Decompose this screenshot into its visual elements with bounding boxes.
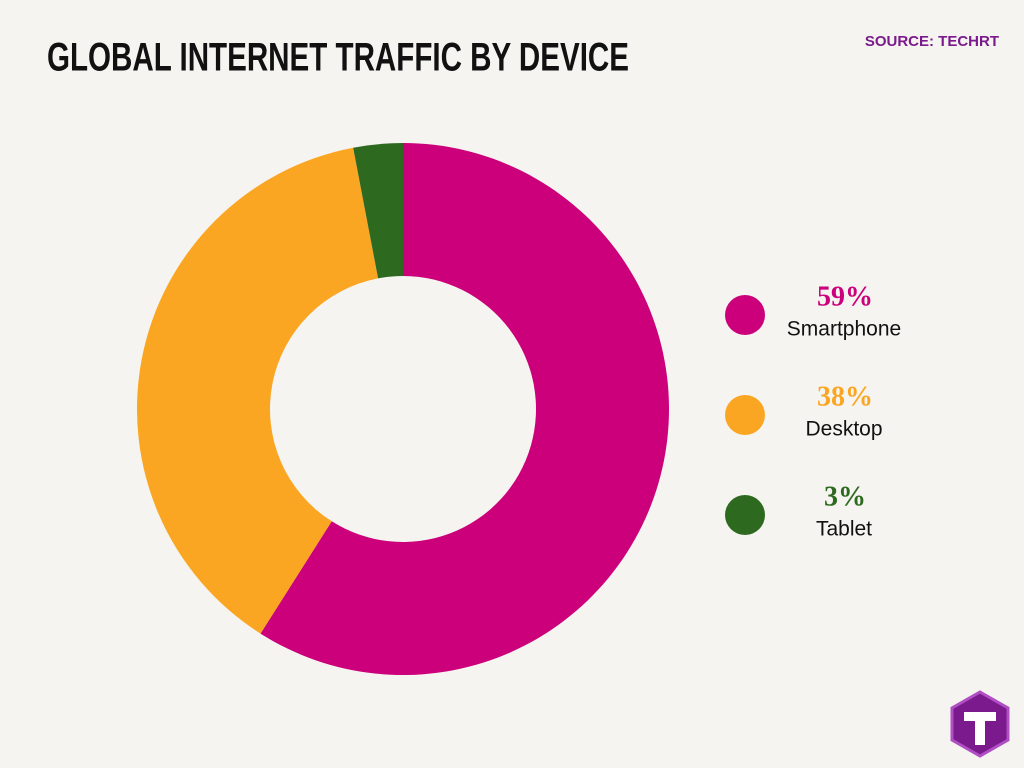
legend-label: Desktop	[805, 418, 882, 441]
legend-swatch	[725, 395, 765, 435]
legend-value: 38%	[817, 381, 873, 412]
chart-title: GLOBAL INTERNET TRAFFIC BY DEVICE	[47, 36, 629, 80]
legend-label: Tablet	[816, 518, 872, 541]
logo	[950, 690, 1010, 758]
legend-label: Smartphone	[787, 318, 901, 341]
slice	[136, 147, 379, 634]
legend-value: 3%	[824, 481, 866, 512]
legend-swatch	[725, 295, 765, 335]
slice	[260, 143, 669, 675]
slice	[353, 143, 403, 279]
source: SOURCE: TECHRT	[865, 33, 999, 50]
legend-swatch	[725, 495, 765, 535]
legend-value: 59%	[817, 281, 873, 312]
logo-letter	[964, 712, 996, 745]
